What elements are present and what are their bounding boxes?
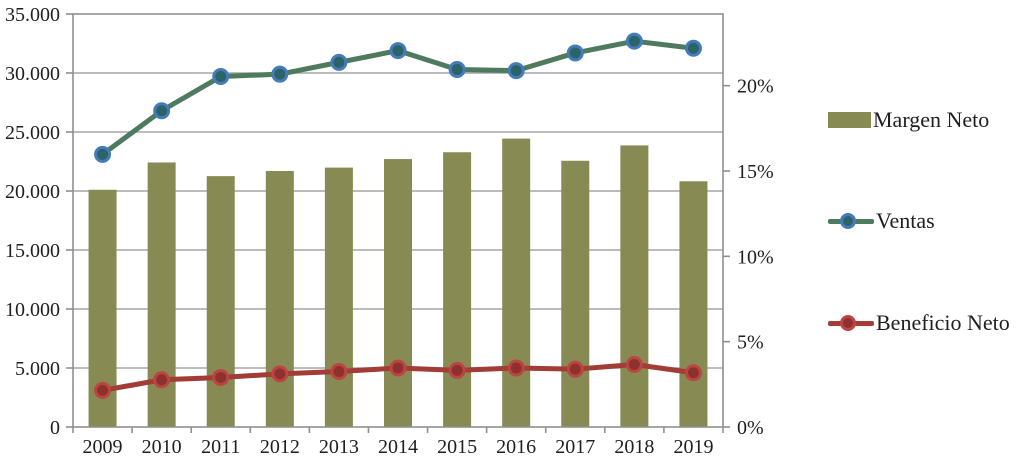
right-axis-label: 15% xyxy=(737,161,774,183)
right-axis-label: 5% xyxy=(737,332,764,354)
ventas-point-2015 xyxy=(448,60,466,78)
legend-item-beneficio-neto: Beneficio Neto xyxy=(828,307,1010,339)
left-axis-label: 5.000 xyxy=(15,358,60,380)
beneficio-neto-point-2012 xyxy=(271,365,289,383)
right-axis-label: 20% xyxy=(737,76,774,98)
right-axis-label: 10% xyxy=(737,246,774,268)
legend-bar-swatch xyxy=(828,112,871,128)
beneficio-neto-point-2019 xyxy=(684,364,702,382)
bar-2011 xyxy=(206,176,235,427)
legend-item-margen-neto: Margen Neto xyxy=(828,104,989,136)
bar-2016 xyxy=(502,138,531,427)
x-axis-label-2014: 2014 xyxy=(378,436,418,458)
left-axis-label: 15.000 xyxy=(5,240,60,262)
ventas-point-2013 xyxy=(330,53,348,71)
legend-label-ventas: Ventas xyxy=(876,208,935,233)
bar-2015 xyxy=(443,152,472,427)
right-axis-label: 0% xyxy=(737,417,764,439)
x-axis-label-2015: 2015 xyxy=(437,436,477,458)
beneficio-neto-point-2017 xyxy=(566,360,584,378)
ventas-point-2017 xyxy=(566,44,584,62)
ventas-point-2016 xyxy=(507,62,525,80)
x-axis-label-2016: 2016 xyxy=(496,436,536,458)
legend-line-marker-beneficio xyxy=(828,314,874,332)
x-axis-label-2012: 2012 xyxy=(260,436,300,458)
bar-2019 xyxy=(679,181,708,427)
x-axis-label-2017: 2017 xyxy=(555,436,595,458)
ventas-point-2010 xyxy=(153,102,171,120)
legend-line-marker-ventas xyxy=(828,212,874,230)
plot-border xyxy=(72,13,724,428)
bar-2018 xyxy=(620,145,649,427)
beneficio-neto-point-2013 xyxy=(330,363,348,381)
ventas-point-2009 xyxy=(94,145,112,163)
beneficio-neto-point-2009 xyxy=(94,381,112,399)
bar-2013 xyxy=(324,167,353,428)
legend-label-margen-neto: Margen Neto xyxy=(873,107,990,132)
left-axis-label: 0 xyxy=(50,417,60,439)
beneficio-neto-point-2016 xyxy=(507,359,525,377)
ventas-point-2012 xyxy=(271,65,289,83)
x-axis-label-2009: 2009 xyxy=(83,436,123,458)
ventas-point-2018 xyxy=(625,32,643,50)
x-axis-label-2011: 2011 xyxy=(201,436,240,458)
x-axis-label-2019: 2019 xyxy=(673,436,713,458)
x-axis-label-2010: 2010 xyxy=(142,436,182,458)
beneficio-neto-point-2010 xyxy=(153,371,171,389)
beneficio-neto-point-2011 xyxy=(212,368,230,386)
ventas-point-2019 xyxy=(684,39,702,57)
ventas-point-2014 xyxy=(389,42,407,60)
chart-legend: Margen Neto Ventas Beneficio Neto xyxy=(828,0,1020,462)
ventas-point-2011 xyxy=(212,68,230,86)
left-axis-label: 20.000 xyxy=(5,181,60,203)
x-axis-label-2013: 2013 xyxy=(319,436,359,458)
bar-2012 xyxy=(265,171,294,427)
bar-2017 xyxy=(561,160,590,427)
left-axis-label: 25.000 xyxy=(5,122,60,144)
left-axis-label: 30.000 xyxy=(5,63,60,85)
left-axis-label: 10.000 xyxy=(5,299,60,321)
beneficio-neto-point-2014 xyxy=(389,359,407,377)
bar-2014 xyxy=(384,159,412,427)
legend-dot-beneficio xyxy=(840,315,856,331)
x-axis-label-2018: 2018 xyxy=(614,436,654,458)
beneficio-neto-point-2018 xyxy=(625,355,643,373)
legend-item-ventas: Ventas xyxy=(828,205,935,237)
beneficio-neto-point-2015 xyxy=(448,361,466,379)
legend-label-beneficio-neto: Beneficio Neto xyxy=(876,310,1010,335)
legend-dot-ventas xyxy=(840,213,856,229)
left-axis-label: 35.000 xyxy=(5,4,60,26)
